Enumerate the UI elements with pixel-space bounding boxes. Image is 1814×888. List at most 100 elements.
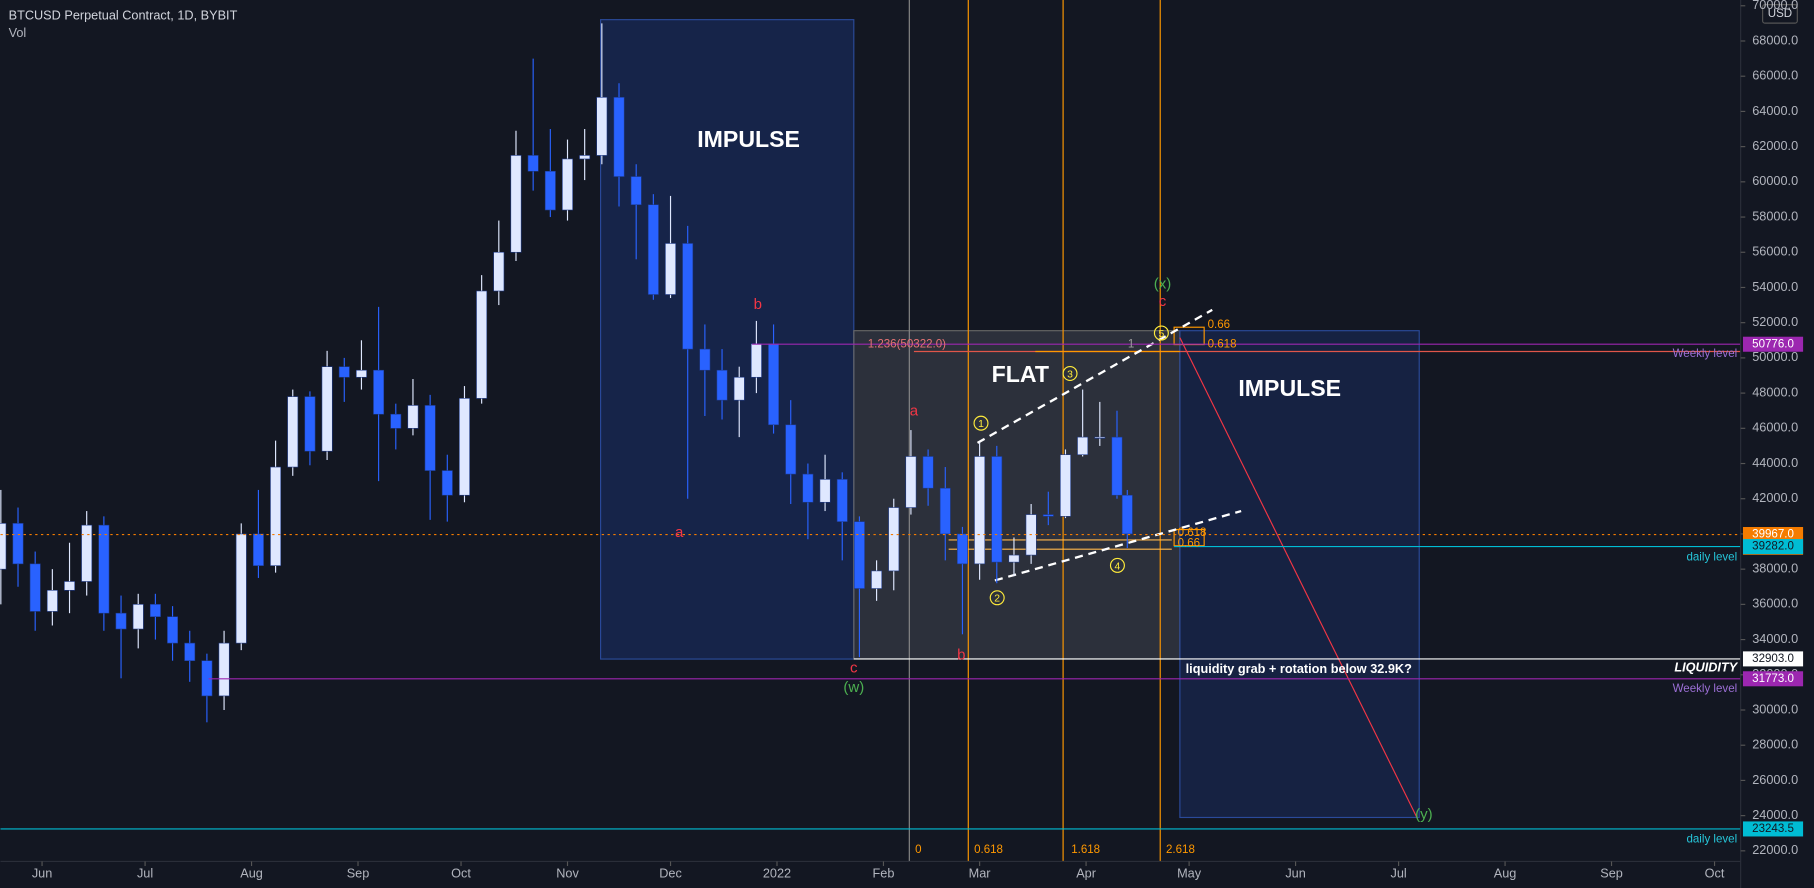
- wave-number: 2: [994, 594, 1000, 605]
- x-tick-label: Oct: [1705, 865, 1725, 880]
- candle-body: [407, 405, 419, 429]
- y-tick-label: 34000.0: [1752, 631, 1798, 646]
- y-tick-label: 50000.0: [1752, 349, 1798, 364]
- fib-label: 0.66: [1178, 537, 1200, 549]
- y-tick-label: 54000.0: [1752, 279, 1798, 294]
- candle-body: [510, 155, 522, 253]
- y-tick-label: 66000.0: [1752, 68, 1798, 83]
- candle-body: [98, 524, 110, 614]
- candle-body: [527, 155, 539, 172]
- candle-body: [1042, 514, 1054, 517]
- indicator-label: Vol: [9, 25, 27, 40]
- candle-body: [287, 396, 299, 468]
- impulse-box: [1179, 330, 1420, 819]
- candle-body: [81, 524, 93, 582]
- x-tick-label: Feb: [873, 865, 895, 880]
- currency-box: [1762, 4, 1798, 24]
- y-tick-label: 70000.0: [1752, 0, 1798, 12]
- y-tick-label: 56000.0: [1752, 244, 1798, 259]
- candle-body: [647, 204, 659, 295]
- candle-body: [682, 243, 694, 350]
- candle-body: [184, 642, 196, 661]
- candle-body: [579, 155, 591, 160]
- candle-body: [991, 456, 1003, 563]
- level-tag-label: 23243.5: [1752, 823, 1794, 835]
- y-tick-label: 68000.0: [1752, 32, 1798, 47]
- x-tick-label: Sep: [1600, 865, 1623, 880]
- x-tick-label: Jun: [1285, 865, 1305, 880]
- x-tick-label: Dec: [659, 865, 682, 880]
- currency: USD: [1768, 8, 1792, 20]
- candle-body: [304, 396, 316, 452]
- wave-number: 5: [1158, 329, 1164, 340]
- x-tick-label: Aug: [240, 865, 263, 880]
- x-tick-label: Jun: [32, 865, 52, 880]
- y-tick-label: 46000.0: [1752, 420, 1798, 435]
- candle-body: [1111, 436, 1123, 496]
- y-tick-label: 62000.0: [1752, 138, 1798, 153]
- y-tick-label: 60000.0: [1752, 173, 1798, 188]
- note: LIQUIDITY: [1674, 660, 1738, 675]
- candle-body: [665, 243, 676, 295]
- fib-label: 0.66: [1208, 319, 1230, 331]
- candle-body: [939, 487, 951, 535]
- y-tick-label: 30000.0: [1752, 701, 1798, 716]
- candle-body: [733, 376, 745, 401]
- x-tick-label: Sep: [347, 865, 370, 880]
- impulse-box: [600, 19, 855, 660]
- wave-label: a: [910, 403, 919, 420]
- box-label: IMPULSE: [1238, 375, 1341, 401]
- symbol-title: BTCUSD Perpetual Contract, 1D, BYBIT: [9, 8, 238, 23]
- candle-body: [29, 563, 41, 612]
- annotations: IMPULSE FLAT IMPULSE a b c (w) a b (x) c…: [9, 8, 1739, 856]
- wave-label: (w): [843, 679, 864, 696]
- channel-line: [994, 509, 1242, 582]
- candle-body: [544, 170, 556, 211]
- x-tick-label: May: [1177, 865, 1202, 880]
- candle-body: [853, 521, 865, 589]
- level-note: daily level: [1686, 833, 1737, 845]
- plot: [0, 23, 1741, 830]
- y-tick-label: 38000.0: [1752, 561, 1798, 576]
- y-tick-label: 36000.0: [1752, 596, 1798, 611]
- fib-time-label: 2.618: [1166, 844, 1195, 856]
- axis-background: [1740, 0, 1814, 888]
- candle-body: [630, 176, 642, 206]
- candle-body: [218, 642, 230, 697]
- y-tick-label: 48000.0: [1752, 384, 1798, 399]
- candle-body: [321, 366, 333, 452]
- candle-body: [1008, 554, 1020, 563]
- candle-body: [149, 604, 161, 617]
- note: liquidity grab + rotation below 32.9K?: [1186, 661, 1412, 676]
- y-tick-label: 58000.0: [1752, 208, 1798, 223]
- fib-zone: [1173, 528, 1205, 547]
- wave-circle: [1062, 365, 1078, 381]
- candle-body: [957, 533, 968, 565]
- x-tick-label: Apr: [1076, 865, 1097, 880]
- candle-body: [1094, 436, 1106, 439]
- candle-body: [1121, 494, 1133, 535]
- candle-body: [373, 369, 385, 415]
- wave-label: a: [675, 524, 684, 541]
- candle-body: [132, 604, 144, 630]
- level-tag: [1742, 671, 1804, 687]
- x-tick-label: Jul: [137, 865, 153, 880]
- x-tick-label: Oct: [451, 865, 471, 880]
- candle-body: [356, 369, 367, 378]
- candle-body: [974, 456, 986, 565]
- candle-body: [115, 612, 127, 630]
- level-tag-label: 31773.0: [1752, 673, 1794, 685]
- level-tag: [1742, 539, 1804, 555]
- wave-label: (y): [1415, 806, 1433, 823]
- x-tick-label: Mar: [969, 865, 992, 880]
- candle-body: [46, 589, 58, 612]
- y-tick-label: 64000.0: [1752, 103, 1798, 118]
- x-tick-label: 2022: [763, 865, 791, 880]
- candle-body: [802, 473, 814, 503]
- fib-time-label: 0.618: [974, 844, 1003, 856]
- projection-line: [1179, 337, 1418, 818]
- candle-body: [441, 470, 453, 496]
- fib-extension-label: 1.236(50322.0): [868, 339, 946, 351]
